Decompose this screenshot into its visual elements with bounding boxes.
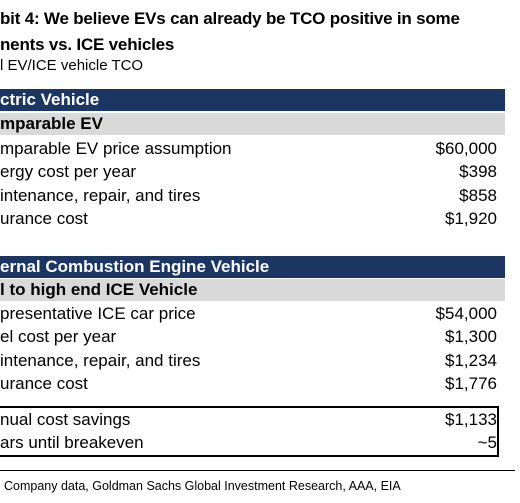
row-label: mparable EV price assumption (0, 139, 232, 158)
row-label: intenance, repair, and tires (0, 186, 201, 205)
row-value: $54,000 (435, 304, 497, 323)
table-row: nual cost savings $1,133 (0, 408, 497, 431)
section-subtitle: l to high end ICE Vehicle (0, 279, 505, 301)
row-value: $398 (459, 162, 497, 181)
summary-box (0, 406, 499, 457)
table-row: ergy cost per year $398 (0, 160, 497, 183)
row-value: $858 (459, 186, 497, 205)
row-label: intenance, repair, and tires (0, 351, 201, 370)
table-row: urance cost $1,776 (0, 372, 497, 395)
row-value: $1,300 (445, 327, 497, 346)
row-label: ergy cost per year (0, 162, 137, 181)
section-title: ernal Combustion Engine Vehicle (0, 256, 505, 278)
table-row: el cost per year $1,300 (0, 325, 497, 348)
table-row: mparable EV price assumption $60,000 (0, 137, 497, 160)
row-label: urance cost (0, 209, 88, 228)
table-row: intenance, repair, and tires $858 (0, 184, 497, 207)
row-label: presentative ICE car price (0, 304, 196, 323)
row-label: urance cost (0, 374, 88, 393)
section-title: ctric Vehicle (0, 89, 505, 111)
table-row: urance cost $1,920 (0, 207, 497, 230)
table-row: intenance, repair, and tires $1,234 (0, 349, 497, 372)
divider (0, 470, 515, 471)
row-value: $60,000 (435, 139, 497, 158)
table-row: ars until breakeven ~5 (0, 431, 497, 454)
row-value: ~5 (477, 433, 497, 452)
table-row: presentative ICE car price $54,000 (0, 302, 497, 325)
subtitle: l EV/ICE vehicle TCO (0, 57, 144, 74)
row-value: $1,234 (445, 351, 497, 370)
title-line: nents vs. ICE vehicles (0, 35, 175, 54)
row-label: el cost per year (0, 327, 117, 346)
row-value: $1,776 (445, 374, 497, 393)
row-label: ars until breakeven (0, 433, 144, 452)
section-subtitle: mparable EV (0, 113, 505, 135)
source-note: Company data, Goldman Sachs Global Inves… (4, 479, 401, 493)
row-label: nual cost savings (0, 410, 131, 429)
row-value: $1,133 (445, 410, 497, 429)
title-line: bit 4: We believe EVs can already be TCO… (0, 9, 460, 28)
row-value: $1,920 (445, 209, 497, 228)
